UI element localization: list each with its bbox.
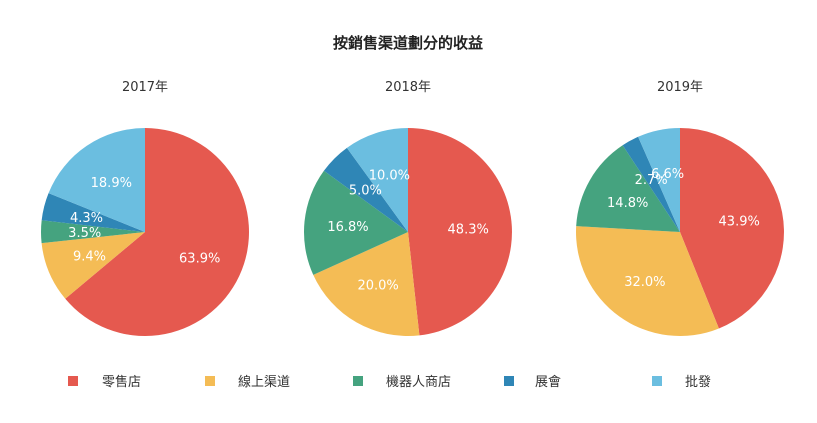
pie-slices-1 — [303, 128, 512, 336]
pie-group-2: 2019年 43.9% 32.0% 14.8% 2.7%6.6% — [576, 80, 784, 336]
pie-2-slice-label-0: 43.9% — [719, 215, 760, 230]
pie-0-slice-label-3: 4.3% — [70, 211, 103, 226]
chart-title: 按銷售渠道劃分的收益 — [333, 34, 483, 52]
legend-item-2[interactable]: 機器人商店 — [353, 375, 451, 390]
legend-label-4: 批發 — [685, 375, 711, 390]
pie-1-slice-4[interactable] — [346, 128, 408, 232]
pie-group-0: 2017年 63.9% 9.4% 3.5%4.3% 18.9% — [40, 80, 249, 336]
pie-0-slice-label-2: 3.5% — [68, 226, 101, 241]
pie-2-slice-0[interactable] — [680, 128, 784, 329]
pie-labels-0: 63.9% 9.4% 3.5%4.3% 18.9% — [68, 176, 220, 267]
legend-label-1: 線上渠道 — [238, 374, 290, 390]
pie-0-slice-2[interactable] — [40, 220, 146, 244]
pie-0-slice-label-1: 9.4% — [73, 250, 106, 265]
pie-2-slice-4[interactable] — [638, 128, 680, 232]
legend: 零售店 線上渠道 機器人商店 展會 批發 — [68, 374, 711, 390]
legend-swatch-3 — [504, 376, 514, 386]
legend-item-0[interactable]: 零售店 — [68, 374, 141, 390]
legend-item-4[interactable]: 批發 — [652, 375, 711, 390]
pie-1-slice-label-2: 16.8% — [327, 220, 368, 235]
pie-subtitle-0: 2017年 — [122, 80, 168, 95]
legend-swatch-2 — [353, 376, 363, 386]
pie-0-slice-1[interactable] — [41, 232, 146, 299]
pie-1-slice-label-4: 10.0% — [369, 169, 410, 184]
pie-group-1: 2018年 48.3% 20.0% 16.8% 5.0%10.0% — [303, 80, 512, 336]
pie-1-slice-label-0: 48.3% — [448, 223, 489, 238]
pie-2-slice-label-4: 6.6% — [651, 167, 684, 182]
pie-0-slice-3[interactable] — [41, 193, 145, 232]
legend-label-0: 零售店 — [102, 374, 141, 390]
pie-2-slice-2[interactable] — [576, 145, 680, 232]
pie-labels-2: 43.9% 32.0% 14.8% 2.7%6.6% — [607, 167, 760, 290]
pie-1-slice-1[interactable] — [313, 232, 420, 336]
pie-1-slice-3[interactable] — [323, 147, 408, 232]
legend-item-1[interactable]: 線上渠道 — [205, 374, 290, 390]
pie-subtitle-2: 2019年 — [657, 80, 703, 95]
legend-item-3[interactable]: 展會 — [504, 375, 561, 390]
pie-2-slice-label-2: 14.8% — [607, 196, 648, 211]
pie-slices-2 — [576, 128, 784, 336]
legend-label-2: 機器人商店 — [386, 375, 451, 390]
pie-0-slice-4[interactable] — [48, 128, 145, 232]
legend-swatch-4 — [652, 376, 662, 386]
pie-1-slice-label-1: 20.0% — [357, 278, 398, 293]
pie-2-slice-label-3: 2.7% — [635, 173, 668, 188]
pie-labels-1: 48.3% 20.0% 16.8% 5.0%10.0% — [327, 169, 489, 294]
pie-1-slice-2[interactable] — [303, 170, 408, 275]
pie-0-slice-label-4: 18.9% — [91, 176, 132, 191]
pie-0-slice-label-0: 63.9% — [179, 252, 220, 267]
pie-slices-0 — [40, 128, 249, 336]
pie-0-slice-0[interactable] — [65, 128, 249, 336]
pie-1-slice-0[interactable] — [408, 128, 512, 336]
pie-2-slice-label-1: 32.0% — [624, 275, 665, 290]
pie-2-slice-1[interactable] — [576, 226, 719, 336]
pie-1-slice-label-3: 5.0% — [349, 183, 382, 198]
legend-swatch-0 — [68, 376, 78, 386]
pie-subtitle-1: 2018年 — [385, 80, 431, 95]
pie-2-slice-3[interactable] — [622, 136, 680, 232]
legend-swatch-1 — [205, 376, 215, 386]
legend-label-3: 展會 — [535, 375, 561, 390]
